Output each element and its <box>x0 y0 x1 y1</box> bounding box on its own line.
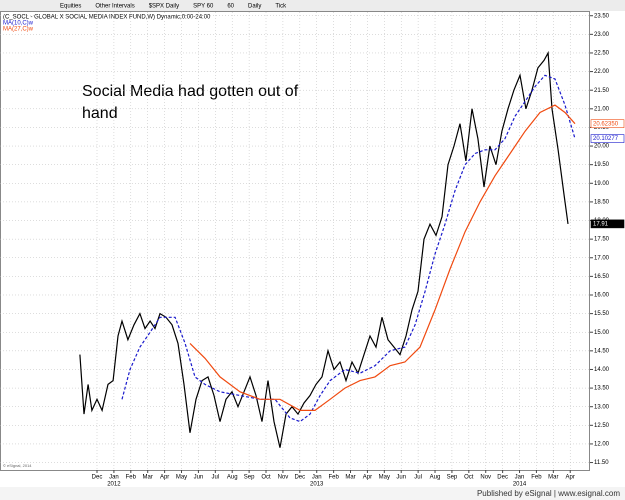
y-tick-label: 23.00 <box>594 32 610 38</box>
x-tick-label: Nov <box>278 475 289 481</box>
x-tick-label: Dec <box>497 475 508 481</box>
plot-area <box>0 11 590 471</box>
legend-entry: MA(10,C)w <box>3 21 34 27</box>
y-tick-label: 23.50 <box>594 13 610 19</box>
x-tick-label: Sep <box>244 475 255 481</box>
y-tick-label: 19.00 <box>594 181 610 187</box>
y-tick-label: 13.00 <box>594 404 610 410</box>
x-tick-label: Aug <box>227 475 238 481</box>
legend-entry: MA(27,C)w <box>3 27 34 33</box>
y-tick-label: 20.50 <box>594 125 610 131</box>
x-tick-label: May <box>176 475 187 481</box>
x-tick-label: Jan <box>109 475 119 481</box>
toolbar-item: $SPX Daily <box>149 4 179 10</box>
y-tick-label: 21.50 <box>594 88 610 94</box>
chart-title: (C_SOCL - GLOBAL X SOCIAL MEDIA INDEX FU… <box>3 15 211 21</box>
x-tick-label: Apr <box>160 475 169 481</box>
x-tick-label: Feb <box>328 475 339 481</box>
y-tick-label: 11.50 <box>594 460 609 466</box>
year-label: 2014 <box>513 482 527 488</box>
x-tick-label: Apr <box>363 475 372 481</box>
toolbar-item: Equities <box>60 4 81 10</box>
toolbar-item: 60 <box>227 4 234 10</box>
x-tick-label: Jan <box>515 475 525 481</box>
footer: Published by eSignal | www.esignal.com <box>477 489 620 498</box>
series-line <box>79 50 569 448</box>
toolbar-item: Tick <box>275 4 287 10</box>
last-value-label: 20.62350 <box>593 121 619 127</box>
last-value-label: 17.91 <box>593 221 609 227</box>
x-tick-label: Jul <box>211 475 219 481</box>
toolbar-item: Other Intervals <box>95 4 134 10</box>
y-tick-label: 14.00 <box>594 367 610 373</box>
x-tick-label: May <box>379 475 390 481</box>
x-tick-label: Dec <box>294 475 305 481</box>
y-tick-label: 12.50 <box>594 423 610 429</box>
footer-bar <box>0 487 625 500</box>
last-value-label: 20.10277 <box>593 136 619 142</box>
x-tick-label: Jan <box>312 475 322 481</box>
y-tick-label: 16.00 <box>594 293 610 299</box>
x-tick-label: Jul <box>414 475 422 481</box>
x-tick-label: Apr <box>566 475 575 481</box>
toolbar-item: Daily <box>248 4 261 10</box>
y-tick-label: 21.00 <box>594 106 610 112</box>
annotation: hand <box>82 105 118 122</box>
last-value-flag <box>590 134 625 143</box>
toolbar <box>0 0 625 11</box>
x-tick-label: Mar <box>548 475 558 481</box>
y-tick-label: 19.50 <box>594 162 610 168</box>
x-tick-label: Jun <box>194 475 204 481</box>
x-tick-label: Feb <box>126 475 137 481</box>
x-tick-label: Aug <box>430 475 441 481</box>
x-tick-label: Oct <box>464 475 474 481</box>
last-value-flag <box>590 119 625 129</box>
year-label: 2013 <box>310 482 324 488</box>
last-value-flag <box>590 219 625 229</box>
y-tick-label: 15.00 <box>594 330 610 336</box>
copyright: © eSignal, 2014 <box>3 463 32 468</box>
x-tick-label: Mar <box>345 475 355 481</box>
y-tick-label: 13.50 <box>594 386 610 392</box>
y-tick-label: 22.50 <box>594 51 610 57</box>
y-tick-label: 22.00 <box>594 69 610 75</box>
y-tick-label: 12.00 <box>594 442 610 448</box>
annotation: Social Media had gotten out of <box>82 83 299 100</box>
x-tick-label: Oct <box>261 475 271 481</box>
y-tick-label: 17.00 <box>594 255 610 261</box>
series-line <box>189 104 576 411</box>
toolbar-item: SPY 60 <box>193 4 214 10</box>
x-tick-label: Mar <box>143 475 153 481</box>
y-tick-label: 17.50 <box>594 237 610 243</box>
y-tick-label: 16.50 <box>594 274 610 280</box>
series-line <box>121 74 576 423</box>
x-tick-label: Jun <box>396 475 406 481</box>
year-label: 2012 <box>107 482 121 488</box>
y-tick-label: 15.50 <box>594 311 610 317</box>
y-tick-label: 18.50 <box>594 199 610 205</box>
y-tick-label: 14.50 <box>594 348 610 354</box>
x-tick-label: Feb <box>531 475 542 481</box>
x-tick-label: Sep <box>447 475 458 481</box>
y-tick-label: 20.00 <box>594 144 610 150</box>
x-tick-label: Nov <box>480 475 491 481</box>
x-tick-label: Dec <box>92 475 103 481</box>
